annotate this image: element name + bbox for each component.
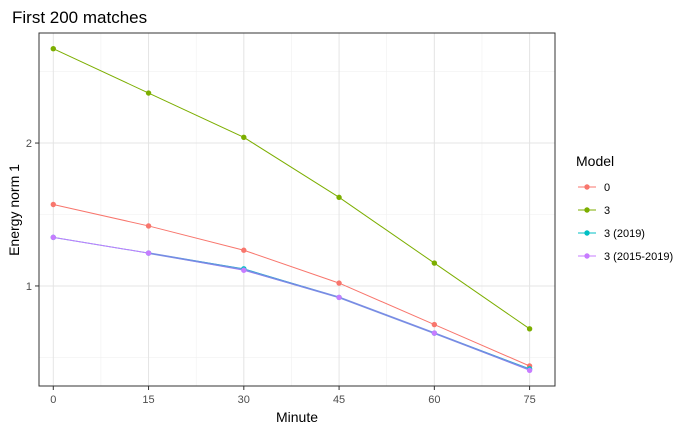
x-tick-label: 15 [142, 394, 154, 406]
series-point-0 [145, 223, 152, 229]
chart-title: First 200 matches [12, 8, 147, 27]
series-point-3 [50, 234, 56, 241]
series-point-3 [431, 330, 438, 336]
x-tick-label: 75 [523, 394, 535, 406]
series-point-1 [145, 90, 152, 96]
axes: 0 15 30 45 60 75 1 2 [26, 32, 556, 406]
series-point-1 [336, 194, 342, 201]
legend-label: 0 [604, 182, 610, 194]
legend-key-point [584, 184, 590, 190]
series-point-3 [336, 294, 342, 301]
x-tick-label: 30 [238, 394, 250, 406]
series-point-0 [50, 201, 56, 208]
legend-key-point [584, 207, 590, 213]
series-point-3 [145, 250, 152, 256]
plot-area [39, 33, 555, 386]
x-tick-label: 0 [50, 394, 56, 406]
legend-label: 3 (2019) [604, 228, 645, 240]
plot-border [38, 32, 556, 387]
legend-key-point [584, 230, 590, 236]
x-tick-label: 45 [333, 394, 345, 406]
legend: Model 0 3 3 (2019) 3 (2015-2019) [576, 153, 673, 263]
series-point-0 [431, 321, 438, 328]
series-point-3 [241, 267, 247, 273]
series-line-1 [53, 48, 530, 330]
legend-label: 3 (2015-2019) [604, 251, 673, 263]
y-axis-title: Energy norm 1 [6, 164, 22, 256]
legend-label: 3 [604, 205, 610, 217]
series-point-1 [431, 260, 438, 266]
series-point-0 [241, 247, 247, 253]
legend-title: Model [576, 153, 614, 169]
y-tick-label: 2 [26, 138, 32, 150]
plot-background [39, 33, 555, 386]
series-point-3 [526, 367, 533, 373]
y-tick-label: 1 [26, 281, 32, 293]
series-point-1 [526, 326, 533, 332]
series-point-1 [241, 134, 247, 141]
x-axis-title: Minute [276, 409, 318, 425]
series-line-0 [53, 204, 530, 367]
legend-key-point [584, 253, 590, 259]
series-point-1 [50, 46, 56, 52]
x-tick-label: 60 [428, 394, 440, 406]
series-point-0 [336, 280, 342, 286]
